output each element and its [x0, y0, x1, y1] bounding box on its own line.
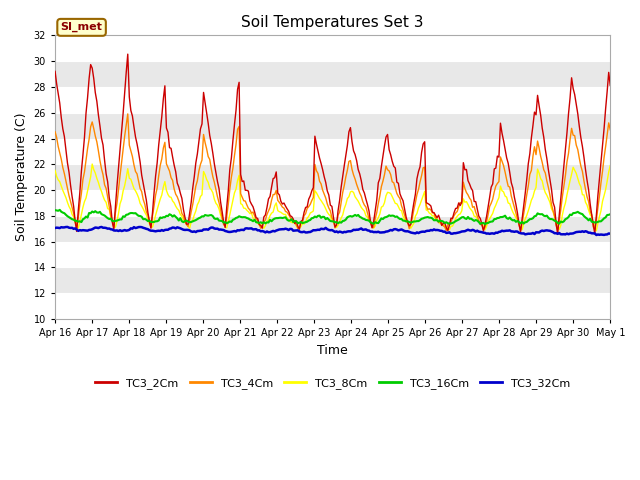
Y-axis label: Soil Temperature (C): Soil Temperature (C) — [15, 113, 28, 241]
Bar — [55, 216, 611, 242]
Bar — [55, 61, 611, 87]
Bar — [55, 267, 611, 293]
Bar — [55, 164, 611, 190]
Bar — [55, 36, 611, 61]
Bar — [55, 190, 611, 216]
Text: SI_met: SI_met — [61, 22, 102, 33]
Bar — [55, 242, 611, 267]
Legend: TC3_2Cm, TC3_4Cm, TC3_8Cm, TC3_16Cm, TC3_32Cm: TC3_2Cm, TC3_4Cm, TC3_8Cm, TC3_16Cm, TC3… — [91, 373, 575, 393]
Title: Soil Temperatures Set 3: Soil Temperatures Set 3 — [241, 15, 424, 30]
Bar — [55, 139, 611, 164]
Bar — [55, 293, 611, 319]
Bar — [55, 113, 611, 139]
X-axis label: Time: Time — [317, 344, 348, 357]
Bar — [55, 87, 611, 113]
